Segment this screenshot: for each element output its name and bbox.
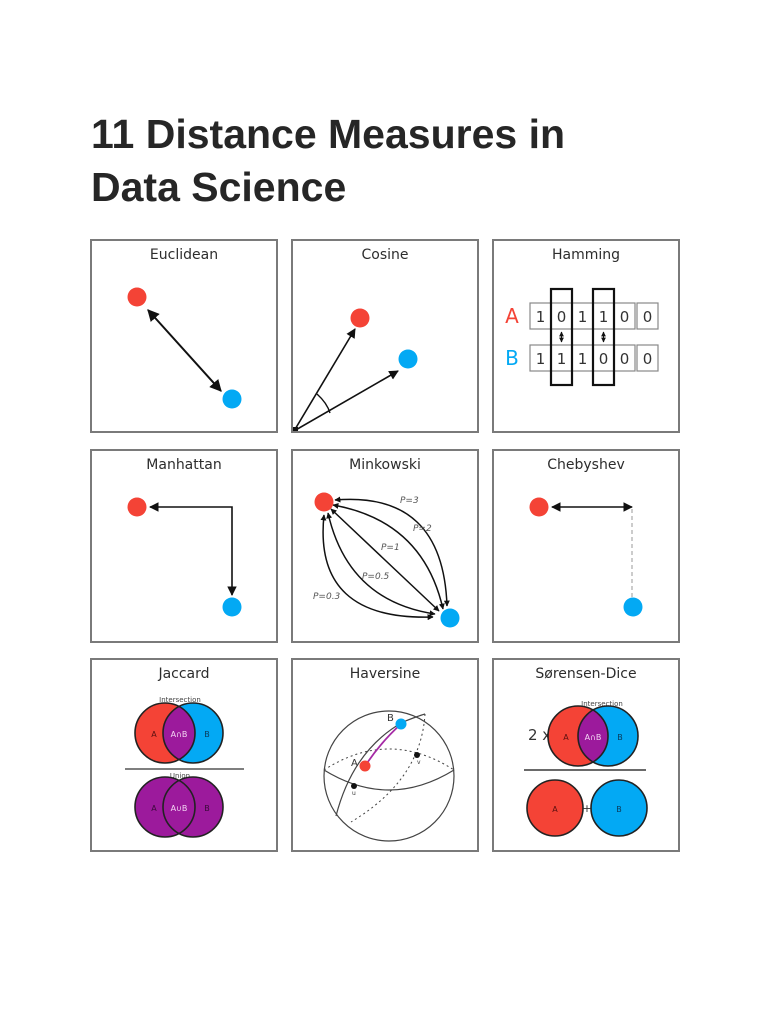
minkowski-diagram: P=3 P=2 P=1 P=0.5 P=0.3 [313, 492, 460, 628]
panel-title: Euclidean [149, 247, 219, 263]
point-a [359, 760, 371, 772]
point-blue [222, 389, 242, 409]
label-p2: P=2 [413, 524, 432, 534]
point-b [395, 718, 407, 730]
sphere-outline [323, 710, 455, 842]
bit-a-2: 0 [557, 308, 567, 326]
bit-a-3: 1 [578, 308, 588, 326]
label-u: u [352, 790, 356, 797]
denominator-b-label: B [616, 805, 622, 814]
label-a: A [351, 758, 358, 769]
bit-b-6: 0 [643, 350, 653, 368]
hamming-diagram: 1 0 1 1 0 0 1 1 1 0 0 0 A B [505, 287, 659, 387]
set-a-circle [526, 779, 584, 837]
title-line-1: 11 Distance Measures in [91, 111, 566, 157]
bit-a-1: 1 [536, 308, 546, 326]
panel-title: Minkowski [349, 457, 421, 473]
panel-title: Jaccard [158, 666, 210, 682]
set-b-circle [590, 779, 648, 837]
intersection-caption: Intersection [159, 696, 201, 704]
chebyshev-diagram [529, 497, 643, 617]
great-circle-arc [364, 723, 402, 767]
panel-title: Sørensen-Dice [535, 666, 637, 682]
label-p05: P=0.5 [362, 572, 390, 582]
bit-b-3: 1 [578, 350, 588, 368]
panel-title: Manhattan [146, 457, 222, 473]
panel-minkowski: P=3 P=2 P=1 P=0.5 P=0.3 Minkowski [291, 449, 479, 643]
bit-a-6: 0 [643, 308, 653, 326]
diff-highlight-1 [549, 287, 574, 387]
bit-b-4: 0 [599, 350, 609, 368]
point-red [127, 497, 147, 517]
panel-chebyshev: Chebyshev [492, 449, 680, 643]
denominator-a-label: A [552, 805, 558, 814]
diff-highlight-2 [591, 287, 616, 387]
cosine-diagram [293, 308, 418, 431]
set-b-label: B [617, 733, 623, 742]
intersection-caption: Intersection [581, 700, 623, 708]
intersection-label: A∩B [171, 730, 188, 739]
label-b: B [387, 713, 394, 724]
sorensen-dice-diagram: Intersection 2 x A A∩B B A B + [524, 700, 648, 837]
intersection-label: A∩B [585, 733, 602, 742]
point-blue [440, 608, 460, 628]
point-v [414, 752, 420, 758]
row-a-label: A [505, 304, 519, 328]
multiplier-label: 2 x [528, 726, 551, 744]
panel-manhattan: Manhattan [90, 449, 278, 643]
plus-sign: + [582, 802, 591, 815]
point-blue [222, 597, 242, 617]
euclidean-diagram [127, 287, 242, 409]
panel-jaccard: Intersection A A∩B B Union A A∪B B Jacca… [90, 658, 278, 852]
set-a-label: A [563, 733, 569, 742]
point-red [127, 287, 147, 307]
bit-a-4: 1 [599, 308, 609, 326]
point-blue [623, 597, 643, 617]
angle-arc [316, 393, 331, 414]
set-b-label: B [204, 730, 210, 739]
union-set-b-label: B [204, 804, 210, 813]
point-u [351, 783, 357, 789]
panel-cosine: Cosine [291, 239, 479, 433]
panel-title: Haversine [349, 666, 421, 682]
manhattan-diagram [127, 497, 242, 617]
point-red [529, 497, 549, 517]
bit-b-1: 1 [536, 350, 546, 368]
haversine-diagram: A B u v [323, 710, 455, 842]
page-title: 11 Distance Measures in Data Science [91, 108, 651, 214]
label-p1: P=1 [381, 543, 400, 553]
bit-b-5: 0 [620, 350, 630, 368]
point-blue [398, 349, 418, 369]
row-b-label: B [505, 346, 519, 370]
label-p03: P=0.3 [313, 592, 341, 602]
bit-a-5: 0 [620, 308, 630, 326]
union-caption: Union [170, 772, 190, 780]
panel-sorensen-dice: Intersection 2 x A A∩B B A B + Sørensen-… [492, 658, 680, 852]
union-set-a-label: A [151, 804, 157, 813]
panel-title: Hamming [551, 247, 621, 263]
label-v: v [417, 759, 421, 766]
union-label: A∪B [171, 804, 188, 813]
panel-haversine: A B u v Haversine [291, 658, 479, 852]
jaccard-diagram: Intersection A A∩B B Union A A∪B B [125, 696, 244, 838]
point-red [314, 492, 334, 512]
set-a-label: A [151, 730, 157, 739]
panel-euclidean: Euclidean [90, 239, 278, 433]
label-p3: P=3 [400, 496, 419, 506]
panel-hamming: 1 0 1 1 0 0 1 1 1 0 0 0 A B Hamming [492, 239, 680, 433]
title-line-2: Data Science [91, 164, 347, 210]
bit-b-2: 1 [557, 350, 567, 368]
point-red [350, 308, 370, 328]
panel-title: Chebyshev [547, 457, 625, 473]
panel-title: Cosine [361, 247, 409, 263]
